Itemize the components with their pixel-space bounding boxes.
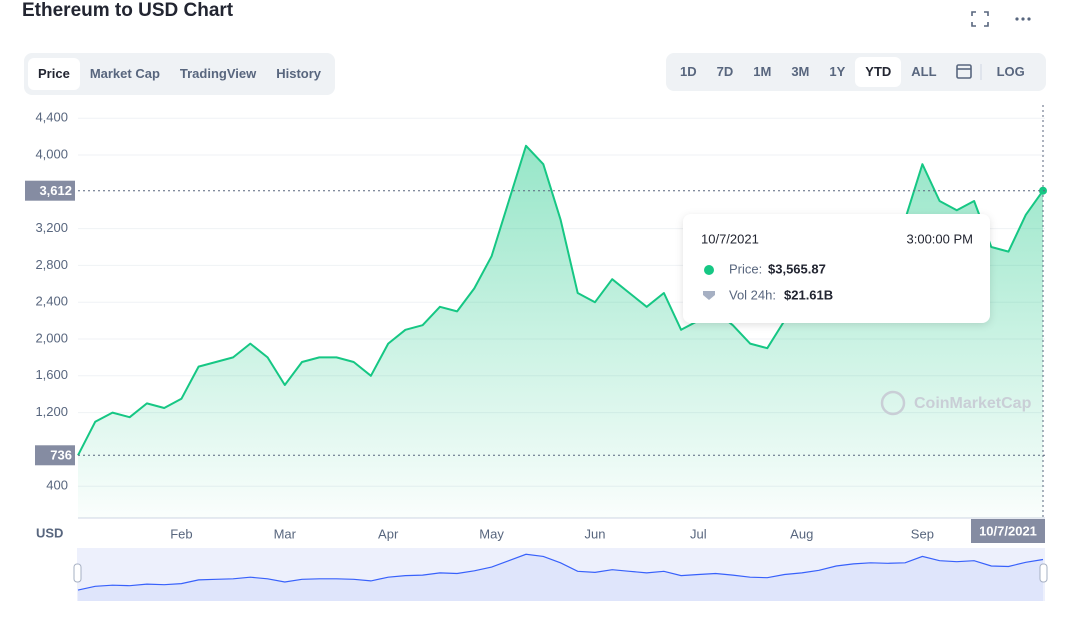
y-tick-label: 2,000 (35, 330, 68, 345)
annotation-label: 3,612 (39, 183, 72, 198)
y-tick-label: 400 (46, 478, 68, 493)
range-button[interactable]: 1D (680, 64, 697, 79)
watermark: CoinMarketCap (880, 390, 1032, 416)
range-bar: 1D 7D 1M 3M 1Y YTD ALL LOG (666, 53, 1046, 91)
y-tick-label: 1,200 (35, 404, 68, 419)
range-button[interactable]: 3M (791, 64, 810, 79)
watermark-logo (880, 390, 906, 416)
x-tick-label: Feb (170, 526, 192, 541)
annotation-box (35, 445, 75, 466)
annotation-label: 736 (50, 448, 72, 463)
x-tick-label: Jun (584, 526, 605, 541)
x-tick-label: Sep (911, 526, 934, 541)
y-tick-label: 4,400 (35, 110, 68, 125)
more-icon (1027, 17, 1031, 21)
tab[interactable]: TradingView (179, 66, 257, 81)
range-button[interactable]: 1Y (829, 64, 846, 79)
tab[interactable]: Price (28, 58, 80, 90)
volume-value: $21.61B (784, 287, 833, 302)
tooltip-content: 10/7/2021 3:00:00 PM Price: $3,565.87 Vo… (701, 231, 973, 302)
price-label: Price: (729, 261, 762, 276)
more-icon (1021, 17, 1025, 21)
annotation-box (25, 180, 75, 201)
y-tick-label: 2,400 (35, 294, 68, 309)
range-button[interactable]: YTD (855, 57, 902, 87)
navigator-handle (73, 563, 82, 583)
x-tick-label: Jul (690, 526, 707, 541)
price-dot (704, 265, 714, 275)
y-tick-label: 1,600 (35, 367, 68, 382)
navigator-line (77, 553, 1044, 591)
price-area (78, 145, 1043, 519)
y-tick-label: 2,800 (35, 257, 68, 272)
fullscreen-icon[interactable] (971, 11, 989, 27)
tab-bar: Price Market Cap TradingView History (24, 53, 336, 95)
tooltip-box (683, 214, 990, 323)
tab[interactable]: History (276, 66, 322, 81)
calendar-icon[interactable] (947, 57, 987, 87)
icons (971, 11, 1031, 27)
range-button[interactable]: 7D (716, 64, 734, 79)
tab[interactable]: Market Cap (89, 66, 160, 81)
range-button[interactable]: 1M (753, 64, 772, 79)
cursor-date-box (971, 519, 1045, 543)
more-icon[interactable] (1015, 17, 1019, 21)
x-tick-label: Apr (378, 526, 399, 541)
watermark-text: CoinMarketCap (914, 395, 1032, 412)
y-tick-label: 4,000 (35, 146, 68, 161)
price-value: $3,565.87 (768, 261, 826, 276)
log-button[interactable]: LOG (996, 64, 1025, 79)
volume-icon (703, 291, 715, 300)
volume-label: Vol 24h: (729, 287, 776, 302)
page-title: Ethereum to USD Chart (22, 0, 234, 21)
tooltip-time: 3:00:00 PM (907, 231, 974, 246)
x-tick-label: Mar (274, 526, 297, 541)
x-tick-label: May (479, 526, 504, 541)
y-tick-label: 3,200 (35, 220, 68, 235)
plot: 3,612 736 10/7/2021 (25, 105, 1047, 543)
tooltip-date: 10/7/2021 (701, 231, 759, 246)
navigator-handle (1039, 563, 1048, 583)
navigator: FebMarAprMayJunJulAugSepOct (73, 548, 1048, 601)
x-tick-label: Aug (790, 526, 813, 541)
y-unit-label: USD (36, 525, 63, 540)
cursor-date: 10/7/2021 (979, 523, 1037, 538)
navigator-area (78, 554, 1043, 601)
range-button[interactable]: ALL (911, 64, 937, 79)
tooltip (683, 214, 990, 323)
